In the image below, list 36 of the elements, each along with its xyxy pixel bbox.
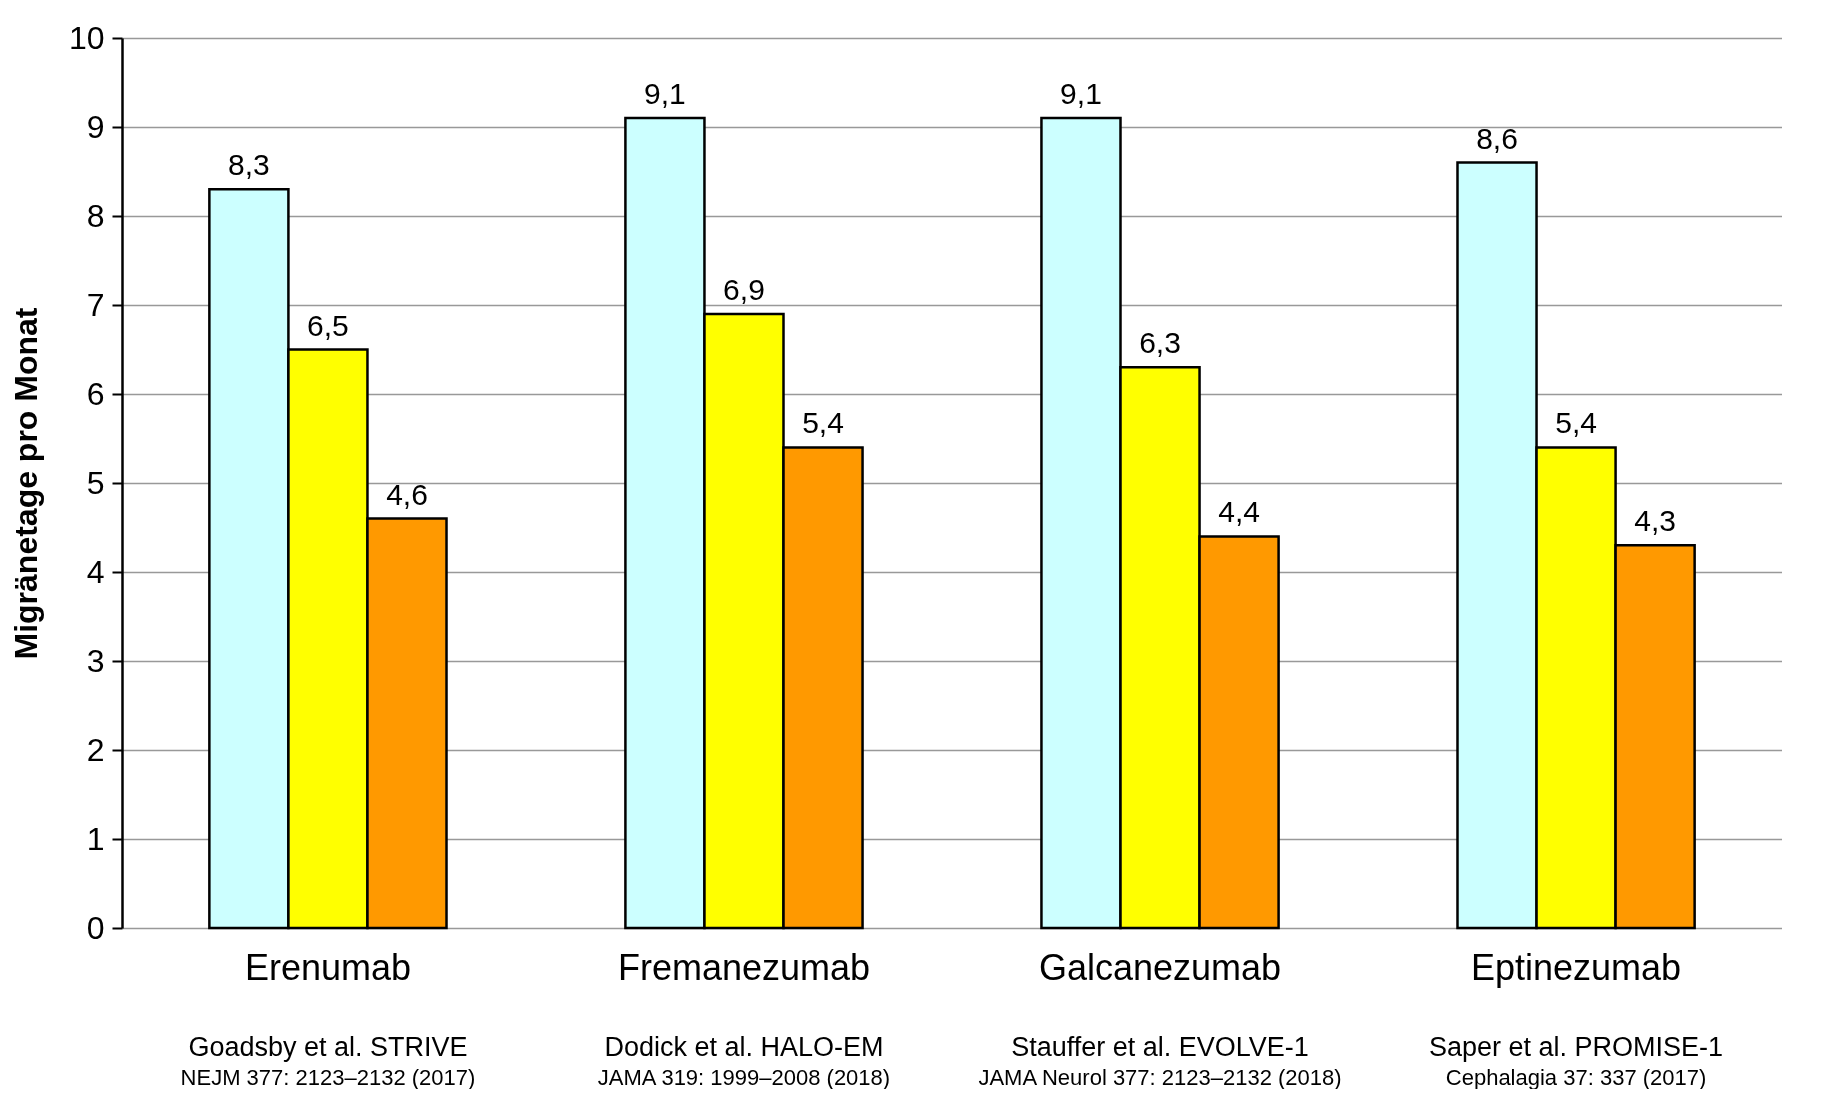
text: Dodick et al. HALO-EM [604, 1032, 884, 1062]
data-label: 5,4 [802, 406, 844, 440]
text: JAMA Neurol 377: 2123–2132 (2018) [978, 1065, 1342, 1090]
y-axis-title: Migränetage pro Monat [7, 307, 44, 660]
data-label: 8,3 [228, 148, 270, 182]
y-tick-label: 2 [86, 731, 105, 768]
text: Saper et al. PROMISE-1 [1429, 1032, 1724, 1062]
data-label: 5,4 [1555, 406, 1597, 440]
text: JAMA 319: 1999–2008 (2018) [597, 1065, 891, 1090]
y-tick-label: 0 [86, 909, 105, 946]
y-tick-label: 10 [68, 19, 105, 56]
text: Cephalagia 37: 337 (2017) [1445, 1065, 1707, 1090]
x-tick-label: Eptinezumab [1470, 946, 1682, 988]
text: Goadsby et al. STRIVE [188, 1032, 468, 1062]
y-tick-label: 3 [86, 642, 105, 679]
data-label: 6,3 [1139, 326, 1181, 360]
data-label: 8,6 [1476, 121, 1518, 155]
y-tick-label: 6 [86, 375, 105, 412]
y-tick-label: 8 [86, 197, 105, 234]
y-tick-label: 7 [86, 286, 105, 323]
y-tick-label: 4 [86, 553, 105, 590]
data-label: 9,1 [1060, 77, 1102, 111]
y-tick-label: 5 [86, 464, 105, 501]
data-label: 4,6 [386, 477, 428, 511]
data-label: 6,9 [723, 272, 765, 306]
y-tick-label: 9 [86, 108, 105, 145]
data-label: 6,5 [307, 308, 349, 342]
x-tick-label: Fremanezumab [617, 946, 871, 988]
x-tick-label: Galcanezumab [1038, 946, 1282, 988]
text: Stauffer et al. EVOLVE-1 [1011, 1032, 1309, 1062]
text: NEJM 377: 2123–2132 (2017) [180, 1065, 476, 1090]
x-tick-label: Erenumab [244, 946, 411, 988]
data-label: 4,4 [1218, 495, 1260, 529]
y-tick-label: 1 [86, 820, 105, 857]
data-label: 4,3 [1634, 504, 1676, 538]
data-label: 9,1 [644, 77, 686, 111]
